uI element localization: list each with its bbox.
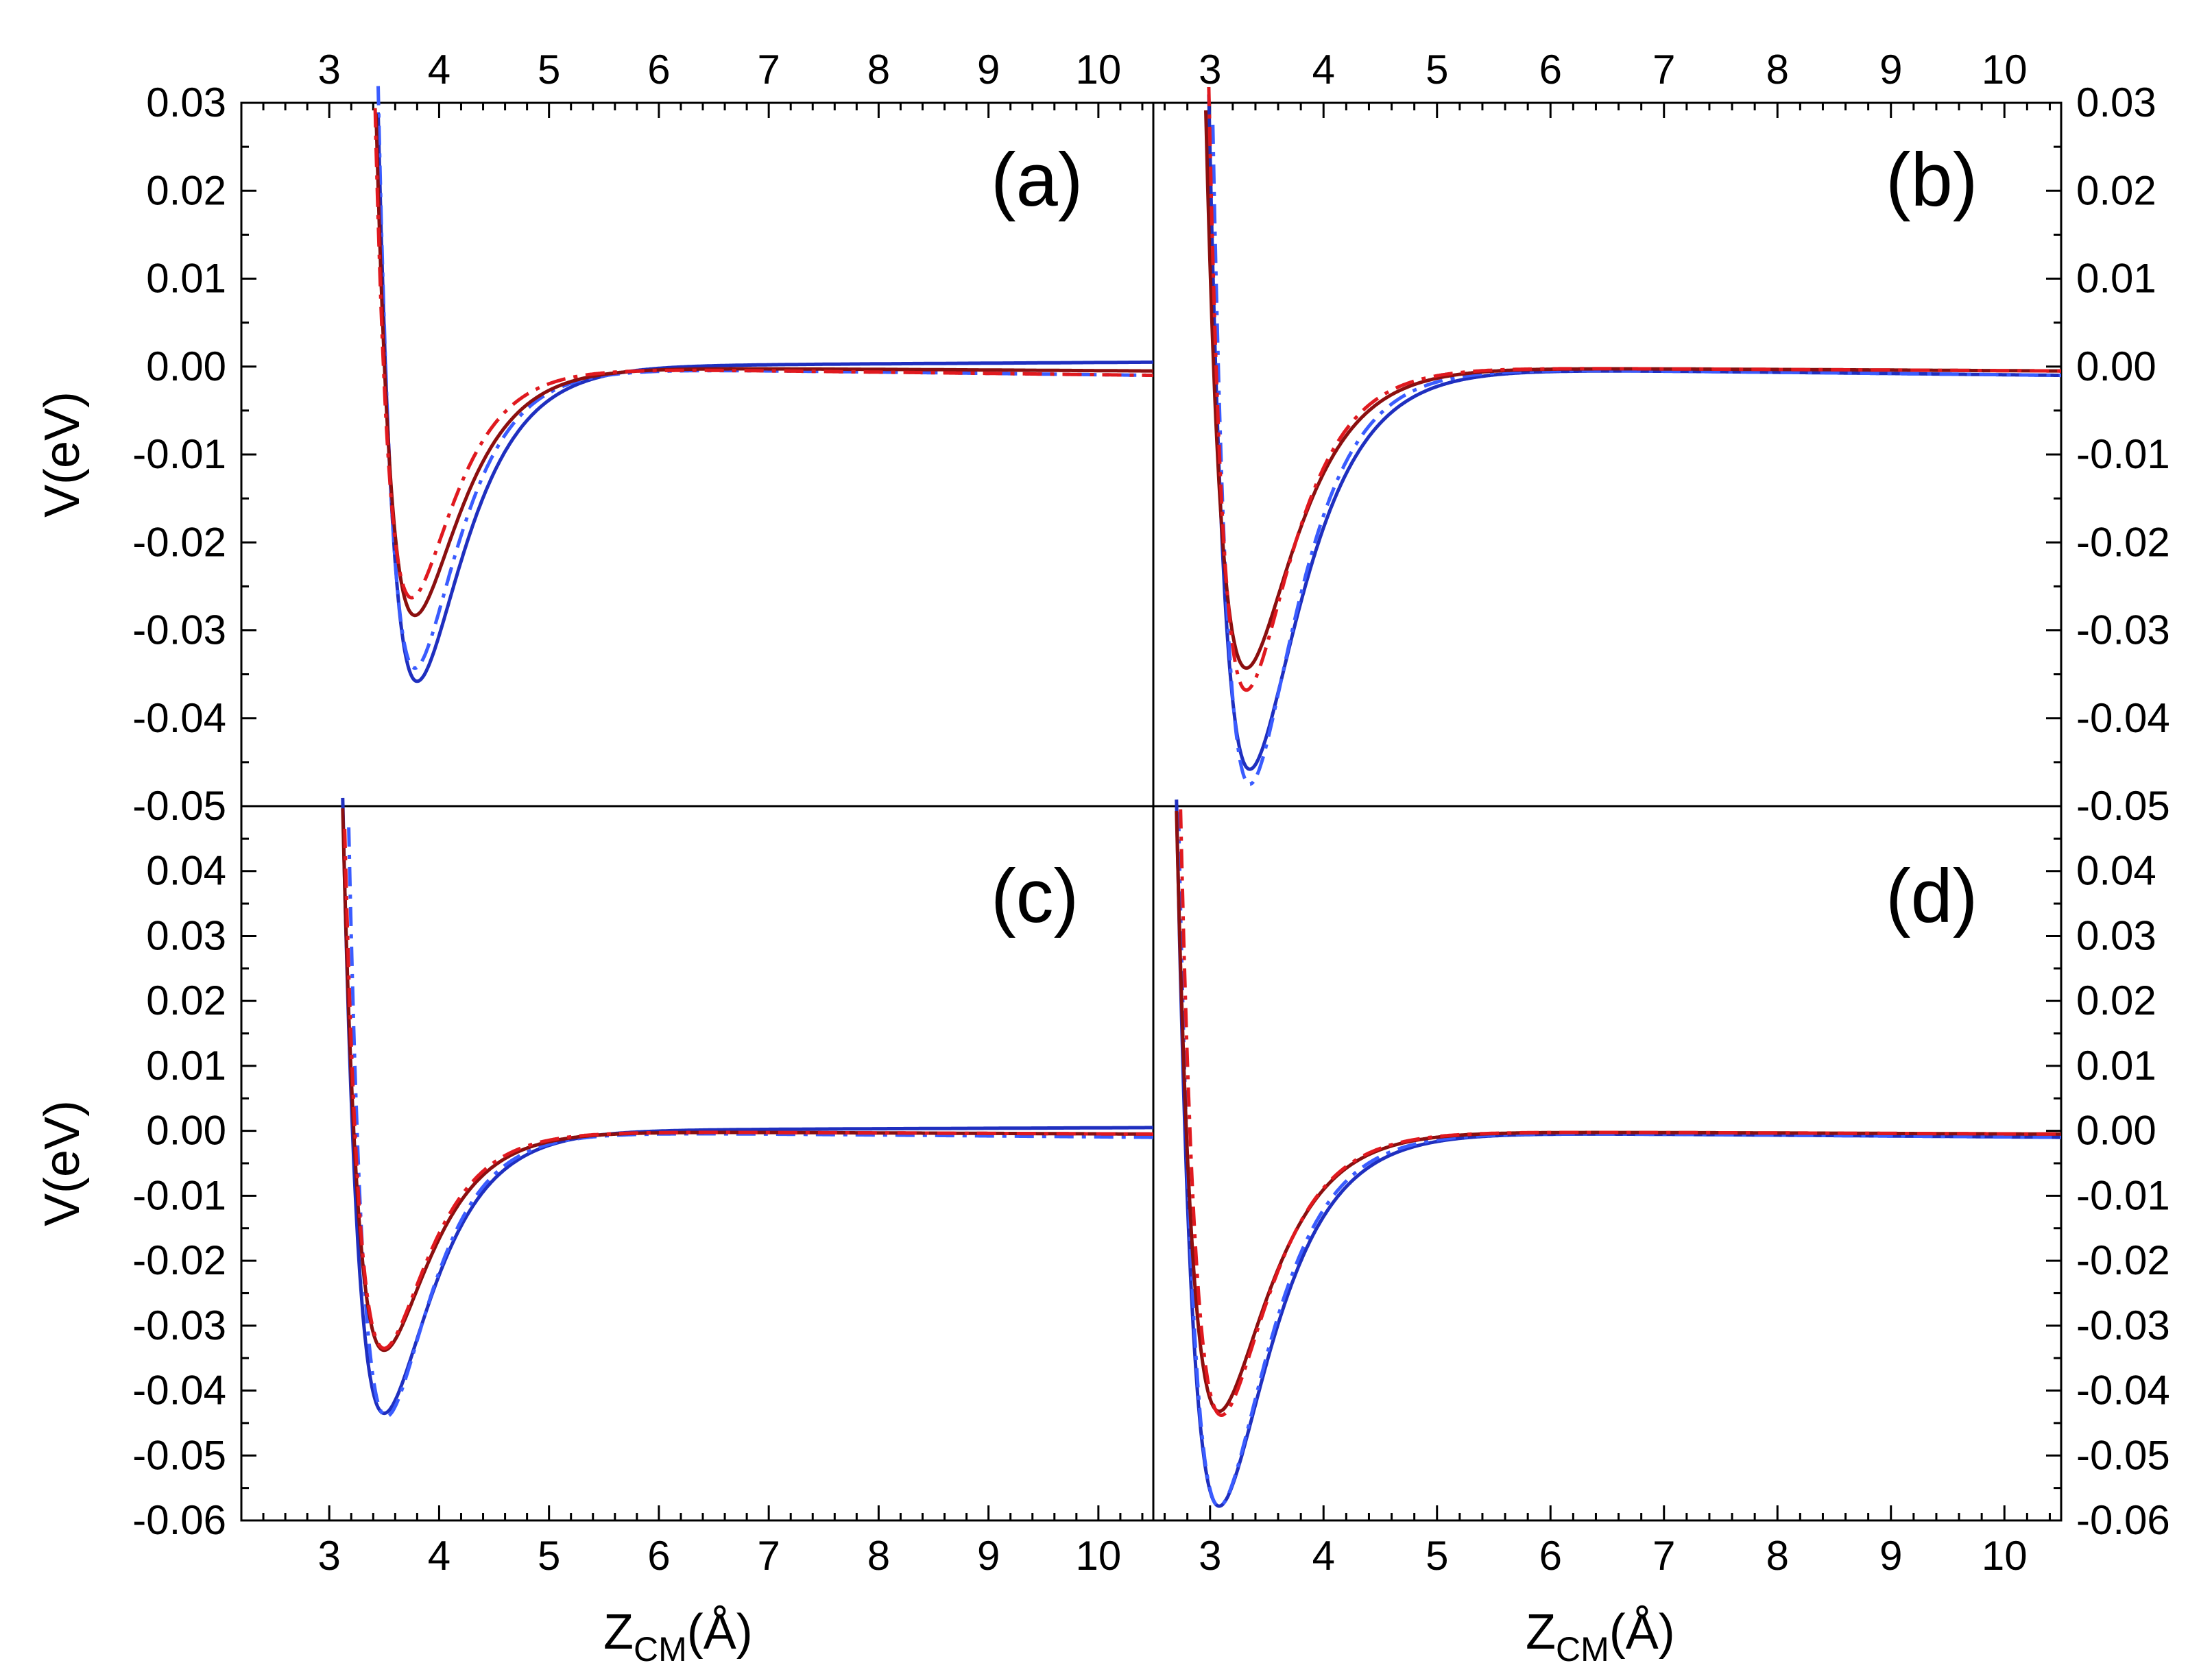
x-tick-label-b: 5 — [1426, 47, 1448, 93]
y-tick-label-c: -0.02 — [132, 1237, 226, 1283]
x-axis-title-c-main: Z — [603, 1605, 634, 1660]
panel-label-c: (c) — [991, 854, 1079, 938]
x-tick-label-b: 7 — [1652, 47, 1675, 93]
series-line-b-blue-dashdot — [1211, 124, 2061, 786]
series-line-c-blue-solid — [341, 797, 1153, 1416]
y-tick-label-a: 0.00 — [146, 343, 226, 389]
y-tick-label-c: -0.03 — [132, 1302, 226, 1348]
y-tick-label-b: -0.01 — [2076, 431, 2170, 477]
panel-label-a: (a) — [991, 138, 1083, 222]
y-tick-label-b: 0.01 — [2076, 256, 2156, 302]
series-line-a-blue-solid — [376, 112, 1153, 683]
series-line-d-blue-dashdot — [1177, 812, 2061, 1508]
y-tick-label-d: -0.03 — [2076, 1302, 2170, 1348]
x-tick-label-c: 5 — [538, 1533, 560, 1579]
x-tick-label-b: 4 — [1312, 47, 1335, 93]
y-tick-label-b: -0.03 — [2076, 607, 2170, 653]
x-tick-label-d: 4 — [1312, 1533, 1335, 1579]
x-tick-label-a: 4 — [428, 47, 450, 93]
series-line-a-red-dashdot — [373, 108, 1153, 600]
x-tick-label-a: 5 — [538, 47, 560, 93]
x-tick-label-c: 3 — [318, 1533, 341, 1579]
y-tick-label-a: -0.05 — [132, 783, 226, 829]
y-tick-label-d: -0.04 — [2076, 1368, 2170, 1414]
y-tick-label-c: -0.01 — [132, 1172, 226, 1218]
x-axis-title-d-unit: (Å) — [1609, 1605, 1675, 1660]
y-tick-label-b: 0.02 — [2076, 167, 2156, 213]
y-tick-label-a: -0.01 — [132, 431, 226, 477]
x-axis-title-d: ZCM(Å) — [1526, 1605, 1675, 1669]
y-tick-label-c: 0.03 — [146, 912, 226, 958]
x-tick-label-a: 10 — [1076, 47, 1122, 93]
y-tick-label-c: -0.04 — [132, 1368, 226, 1414]
x-tick-label-b: 3 — [1199, 47, 1221, 93]
y-tick-label-b: -0.05 — [2076, 783, 2170, 829]
x-tick-label-d: 10 — [1982, 1533, 2028, 1579]
panel-label-b: (b) — [1886, 138, 1977, 222]
y-tick-label-d: -0.02 — [2076, 1237, 2170, 1283]
x-tick-label-c: 8 — [867, 1533, 890, 1579]
x-tick-label-c: 6 — [647, 1533, 670, 1579]
series-line-a-red-solid — [374, 114, 1153, 618]
y-tick-label-b: 0.03 — [2076, 80, 2156, 125]
x-axis-title-d-sub: CM — [1556, 1630, 1609, 1669]
x-tick-label-a: 7 — [757, 47, 780, 93]
x-tick-label-b: 10 — [1982, 47, 2028, 93]
x-tick-label-c: 10 — [1076, 1533, 1122, 1579]
series-line-a-blue-dashdot — [376, 86, 1153, 670]
y-tick-label-a: -0.03 — [132, 607, 226, 653]
series-line-b-red-dashdot — [1207, 86, 2061, 692]
y-tick-label-b: -0.04 — [2076, 695, 2170, 741]
y-tick-label-b: 0.00 — [2076, 343, 2156, 389]
y-tick-label-c: 0.01 — [146, 1043, 226, 1089]
y-tick-label-d: 0.03 — [2076, 912, 2156, 958]
x-tick-label-d: 7 — [1652, 1533, 1675, 1579]
y-tick-label-d: 0.04 — [2076, 848, 2156, 894]
x-tick-label-a: 8 — [867, 47, 890, 93]
series-line-d-red-solid — [1175, 811, 2061, 1414]
panel-label-d: (d) — [1886, 854, 1977, 938]
y-tick-label-d: -0.05 — [2076, 1432, 2170, 1478]
x-axis-title-c-sub: CM — [634, 1630, 687, 1669]
x-tick-label-b: 6 — [1539, 47, 1562, 93]
tick-layer: 3 4 5 6 7 8 9 10 -0.05 -0.04 -0.03 -0.02 -0.01 0.00 0.… — [132, 47, 2170, 1579]
y-tick-label-c: 0.00 — [146, 1108, 226, 1154]
y-tick-label-c: 0.02 — [146, 978, 226, 1023]
y-tick-label-a: -0.02 — [132, 519, 226, 565]
series-line-c-red-dashdot — [343, 829, 1153, 1350]
x-tick-label-c: 7 — [757, 1533, 780, 1579]
x-tick-label-b: 8 — [1766, 47, 1789, 93]
x-axis-title-c-unit: (Å) — [687, 1605, 753, 1660]
x-tick-label-d: 5 — [1426, 1533, 1448, 1579]
y-tick-label-a: 0.01 — [146, 256, 226, 302]
y-tick-label-a: 0.03 — [146, 80, 226, 125]
y-tick-label-a: -0.04 — [132, 695, 226, 741]
y-tick-label-b: -0.02 — [2076, 519, 2170, 565]
y-tick-label-c: -0.06 — [132, 1497, 226, 1543]
y-tick-label-d: -0.01 — [2076, 1172, 2170, 1218]
y-tick-label-d: 0.01 — [2076, 1043, 2156, 1089]
y-tick-label-a: 0.02 — [146, 167, 226, 213]
x-tick-label-c: 9 — [977, 1533, 1000, 1579]
x-tick-label-a: 6 — [647, 47, 670, 93]
y-tick-label-c: 0.04 — [146, 848, 226, 894]
x-tick-label-d: 3 — [1199, 1533, 1221, 1579]
x-tick-label-a: 9 — [977, 47, 1000, 93]
y-tick-label-d: -0.06 — [2076, 1497, 2170, 1543]
y-axis-title-top: V(eV) — [35, 391, 90, 518]
x-tick-label-b: 9 — [1879, 47, 1902, 93]
y-tick-label-d: 0.00 — [2076, 1108, 2156, 1154]
x-tick-label-a: 3 — [318, 47, 341, 93]
x-tick-label-d: 8 — [1766, 1533, 1789, 1579]
y-tick-label-d: 0.02 — [2076, 978, 2156, 1023]
x-tick-label-d: 9 — [1879, 1533, 1902, 1579]
curve-layer — [341, 86, 2061, 1508]
x-tick-label-d: 6 — [1539, 1533, 1562, 1579]
y-axis-title-bottom: V(eV) — [35, 1100, 90, 1226]
y-tick-label-c: -0.05 — [132, 1432, 226, 1478]
x-axis-title-c: ZCM(Å) — [603, 1605, 753, 1669]
x-tick-label-c: 4 — [428, 1533, 450, 1579]
x-axis-title-d-main: Z — [1526, 1605, 1556, 1660]
